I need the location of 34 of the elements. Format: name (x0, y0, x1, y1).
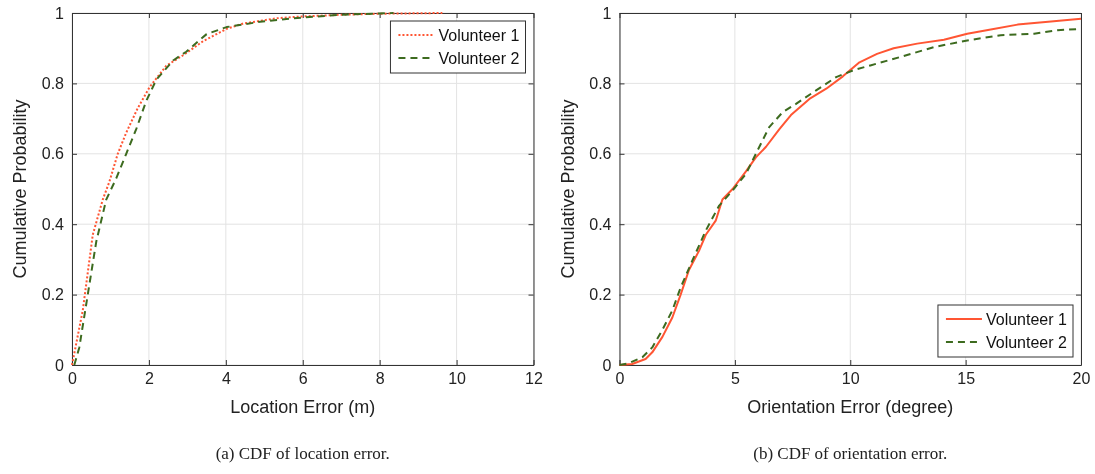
x-tick-label: 12 (525, 370, 543, 388)
y-tick-label: 0.4 (589, 215, 612, 233)
legend-label: Volunteer 1 (438, 27, 520, 44)
legend-label: Volunteer 2 (985, 334, 1067, 351)
y-tick-label: 0 (602, 356, 612, 374)
legend-label: Volunteer 1 (985, 311, 1067, 328)
x-tick-label: 8 (375, 370, 385, 388)
x-axis-title: Location Error (m) (230, 397, 376, 417)
y-tick-label: 0.8 (589, 75, 612, 93)
y-tick-label: 0.8 (41, 75, 65, 93)
text: (b) CDF of orientation error. (753, 444, 948, 463)
y-axis-title: Cumulative Probability (10, 99, 30, 279)
x-tick-label: 0 (615, 370, 625, 388)
x-tick-label: 10 (841, 370, 860, 388)
x-tick-label: 15 (957, 370, 976, 388)
text: (a) CDF of location error. (215, 444, 390, 463)
y-tick-label: 0 (55, 356, 65, 374)
y-tick-label: 0.2 (589, 286, 612, 304)
x-tick-label: 10 (448, 370, 467, 388)
x-tick-label: 5 (730, 370, 740, 388)
legend-label: Volunteer 2 (438, 50, 520, 67)
y-tick-label: 0.6 (589, 145, 612, 163)
y-axis-title: Cumulative Probability (557, 99, 578, 279)
x-tick-label: 6 (298, 370, 308, 388)
y-tick-label: 0.2 (41, 286, 65, 304)
x-tick-label: 4 (221, 370, 231, 388)
x-tick-label: 0 (68, 370, 78, 388)
x-tick-label: 20 (1072, 370, 1091, 388)
y-tick-label: 0.4 (41, 215, 65, 233)
x-tick-label: 2 (144, 370, 154, 388)
x-axis-title: Orientation Error (degree) (747, 397, 954, 417)
y-tick-label: 0.6 (41, 145, 65, 163)
y-tick-label: 1 (55, 4, 65, 22)
y-tick-label: 1 (602, 4, 612, 22)
